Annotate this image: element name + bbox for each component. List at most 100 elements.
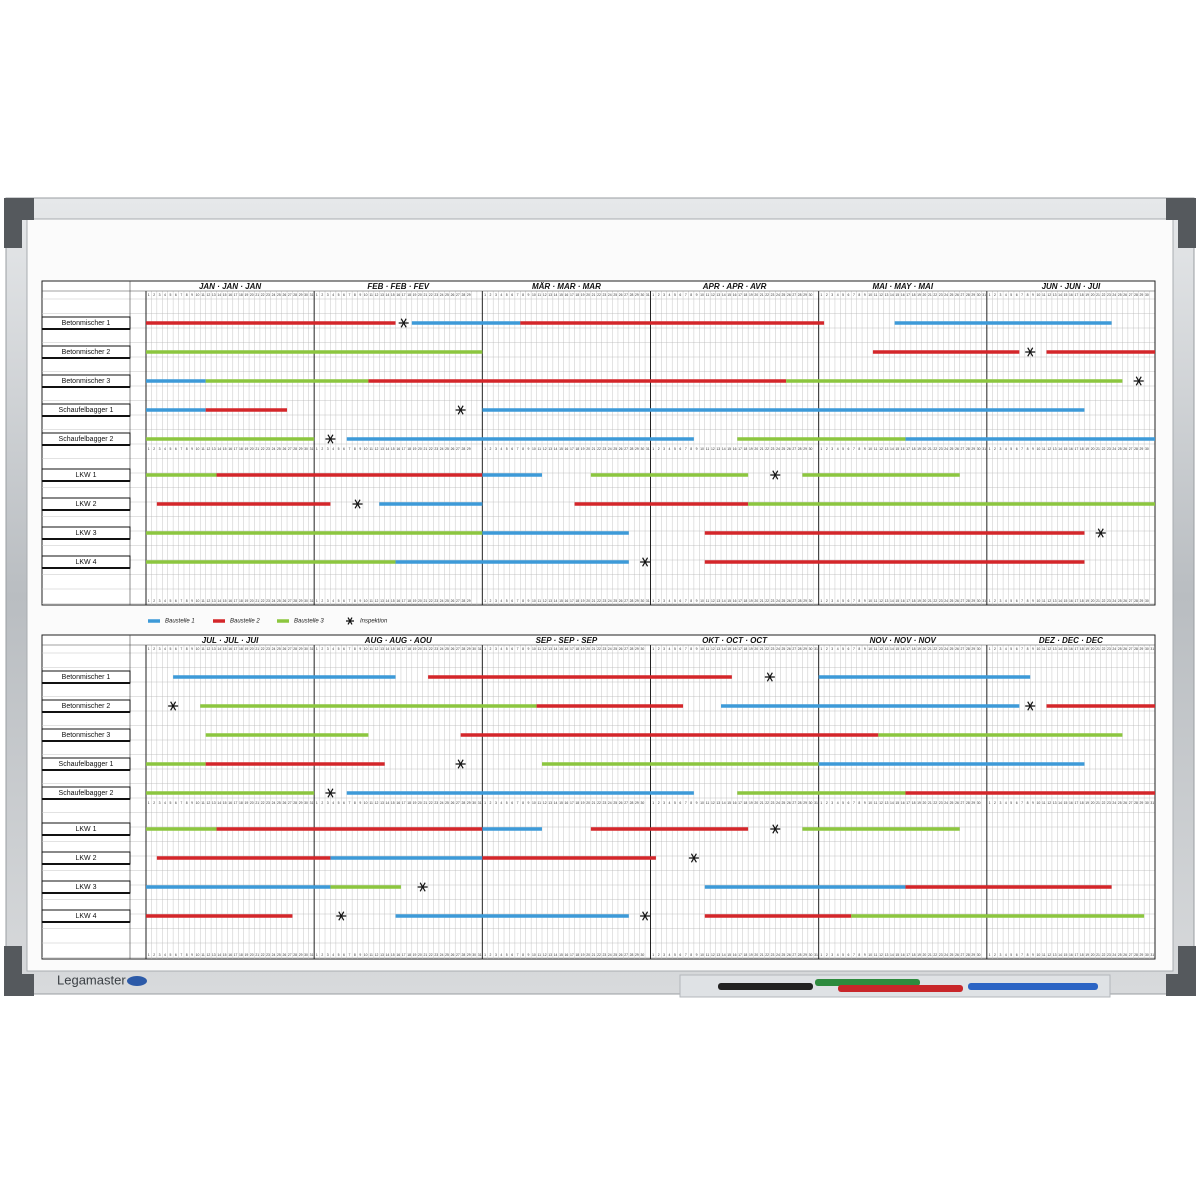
day-number: 29 (1140, 801, 1144, 805)
day-number: 16 (733, 647, 737, 651)
legend-label: Inspektion (360, 619, 388, 625)
day-number: 13 (1053, 801, 1057, 805)
month-label: NOV · NOV · NOV (870, 636, 937, 645)
day-number: 23 (266, 599, 270, 603)
day-number: 13 (548, 447, 552, 451)
day-number: 23 (266, 801, 270, 805)
day-number: 8 (1027, 447, 1029, 451)
day-number: 28 (966, 801, 970, 805)
day-number: 14 (386, 447, 390, 451)
day-number: 29 (971, 293, 975, 297)
day-number: 13 (716, 647, 720, 651)
legend-label: Baustelle 3 (294, 619, 324, 625)
day-number: 24 (608, 599, 612, 603)
day-number: 5 (338, 647, 340, 651)
day-number: 12 (879, 293, 883, 297)
day-number: 17 (402, 801, 406, 805)
day-number: 2 (490, 647, 492, 651)
day-number: 7 (348, 801, 350, 805)
day-number: 25 (782, 293, 786, 297)
inspection-mark (770, 824, 781, 834)
day-number: 6 (848, 599, 850, 603)
day-number: 30 (472, 953, 476, 957)
day-number: 27 (1129, 953, 1133, 957)
day-number: 19 (413, 953, 417, 957)
day-number: 7 (853, 801, 855, 805)
day-number: 16 (901, 647, 905, 651)
day-number: 11 (874, 953, 878, 957)
day-number: 7 (180, 447, 182, 451)
day-number: 3 (495, 447, 497, 451)
day-number: 8 (690, 447, 692, 451)
day-number: 18 (239, 801, 243, 805)
day-number: 16 (565, 801, 569, 805)
day-number: 29 (971, 801, 975, 805)
day-number: 19 (749, 599, 753, 603)
day-number: 5 (674, 447, 676, 451)
day-number: 4 (837, 801, 839, 805)
day-number: 7 (517, 447, 519, 451)
day-number: 8 (690, 647, 692, 651)
day-number: 25 (1118, 647, 1122, 651)
day-number: 13 (380, 801, 384, 805)
day-number: 11 (874, 647, 878, 651)
day-number: 31 (982, 447, 986, 451)
day-number: 21 (1096, 293, 1100, 297)
day-number: 23 (434, 953, 438, 957)
legend-label: Baustelle 2 (230, 619, 260, 625)
day-number: 14 (722, 293, 726, 297)
day-number: 13 (380, 953, 384, 957)
day-number: 3 (159, 801, 161, 805)
row-label: LKW 2 (75, 501, 96, 508)
day-number: 14 (890, 801, 894, 805)
day-number: 19 (581, 599, 585, 603)
day-number: 10 (196, 801, 200, 805)
day-number: 14 (1058, 447, 1062, 451)
day-number: 15 (895, 447, 899, 451)
day-number: 12 (711, 447, 715, 451)
day-number: 28 (293, 293, 297, 297)
day-number: 28 (461, 647, 465, 651)
day-number: 5 (169, 953, 171, 957)
day-number: 21 (928, 447, 932, 451)
day-number: 25 (1118, 293, 1122, 297)
day-number: 2 (490, 599, 492, 603)
day-number: 12 (879, 647, 883, 651)
day-number: 24 (1112, 599, 1116, 603)
day-number: 15 (895, 293, 899, 297)
day-number: 1 (316, 801, 318, 805)
day-number: 25 (445, 447, 449, 451)
day-number: 5 (1010, 647, 1012, 651)
day-number: 24 (608, 953, 612, 957)
day-number: 27 (456, 953, 460, 957)
day-number: 4 (1005, 599, 1007, 603)
day-number: 8 (858, 953, 860, 957)
day-number: 7 (685, 293, 687, 297)
day-number: 6 (175, 293, 177, 297)
day-number: 22 (933, 599, 937, 603)
day-number: 9 (864, 447, 866, 451)
day-number: 8 (186, 447, 188, 451)
day-number: 24 (1112, 447, 1116, 451)
day-number: 10 (868, 599, 872, 603)
day-number: 22 (765, 293, 769, 297)
day-number: 13 (885, 447, 889, 451)
day-number: 15 (895, 953, 899, 957)
day-number: 17 (738, 953, 742, 957)
day-number: 25 (782, 953, 786, 957)
day-number: 17 (402, 647, 406, 651)
day-number: 3 (831, 447, 833, 451)
day-number: 26 (955, 293, 959, 297)
day-number: 4 (500, 801, 502, 805)
day-number: 6 (175, 599, 177, 603)
day-number: 20 (923, 293, 927, 297)
day-number: 17 (906, 953, 910, 957)
day-number: 9 (864, 953, 866, 957)
day-number: 28 (966, 647, 970, 651)
day-number: 27 (792, 447, 796, 451)
day-number: 29 (635, 447, 639, 451)
day-number: 14 (890, 953, 894, 957)
day-number: 28 (798, 801, 802, 805)
day-number: 27 (1129, 647, 1133, 651)
day-number: 14 (1058, 953, 1062, 957)
